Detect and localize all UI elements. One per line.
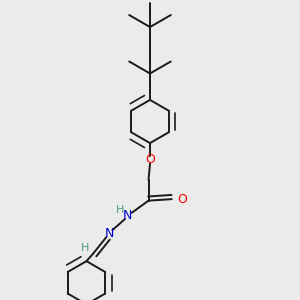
- Text: O: O: [145, 153, 155, 166]
- Text: N: N: [105, 226, 114, 240]
- Text: O: O: [177, 193, 187, 206]
- Text: H: H: [116, 205, 124, 215]
- Text: H: H: [80, 243, 89, 253]
- Text: N: N: [123, 209, 133, 222]
